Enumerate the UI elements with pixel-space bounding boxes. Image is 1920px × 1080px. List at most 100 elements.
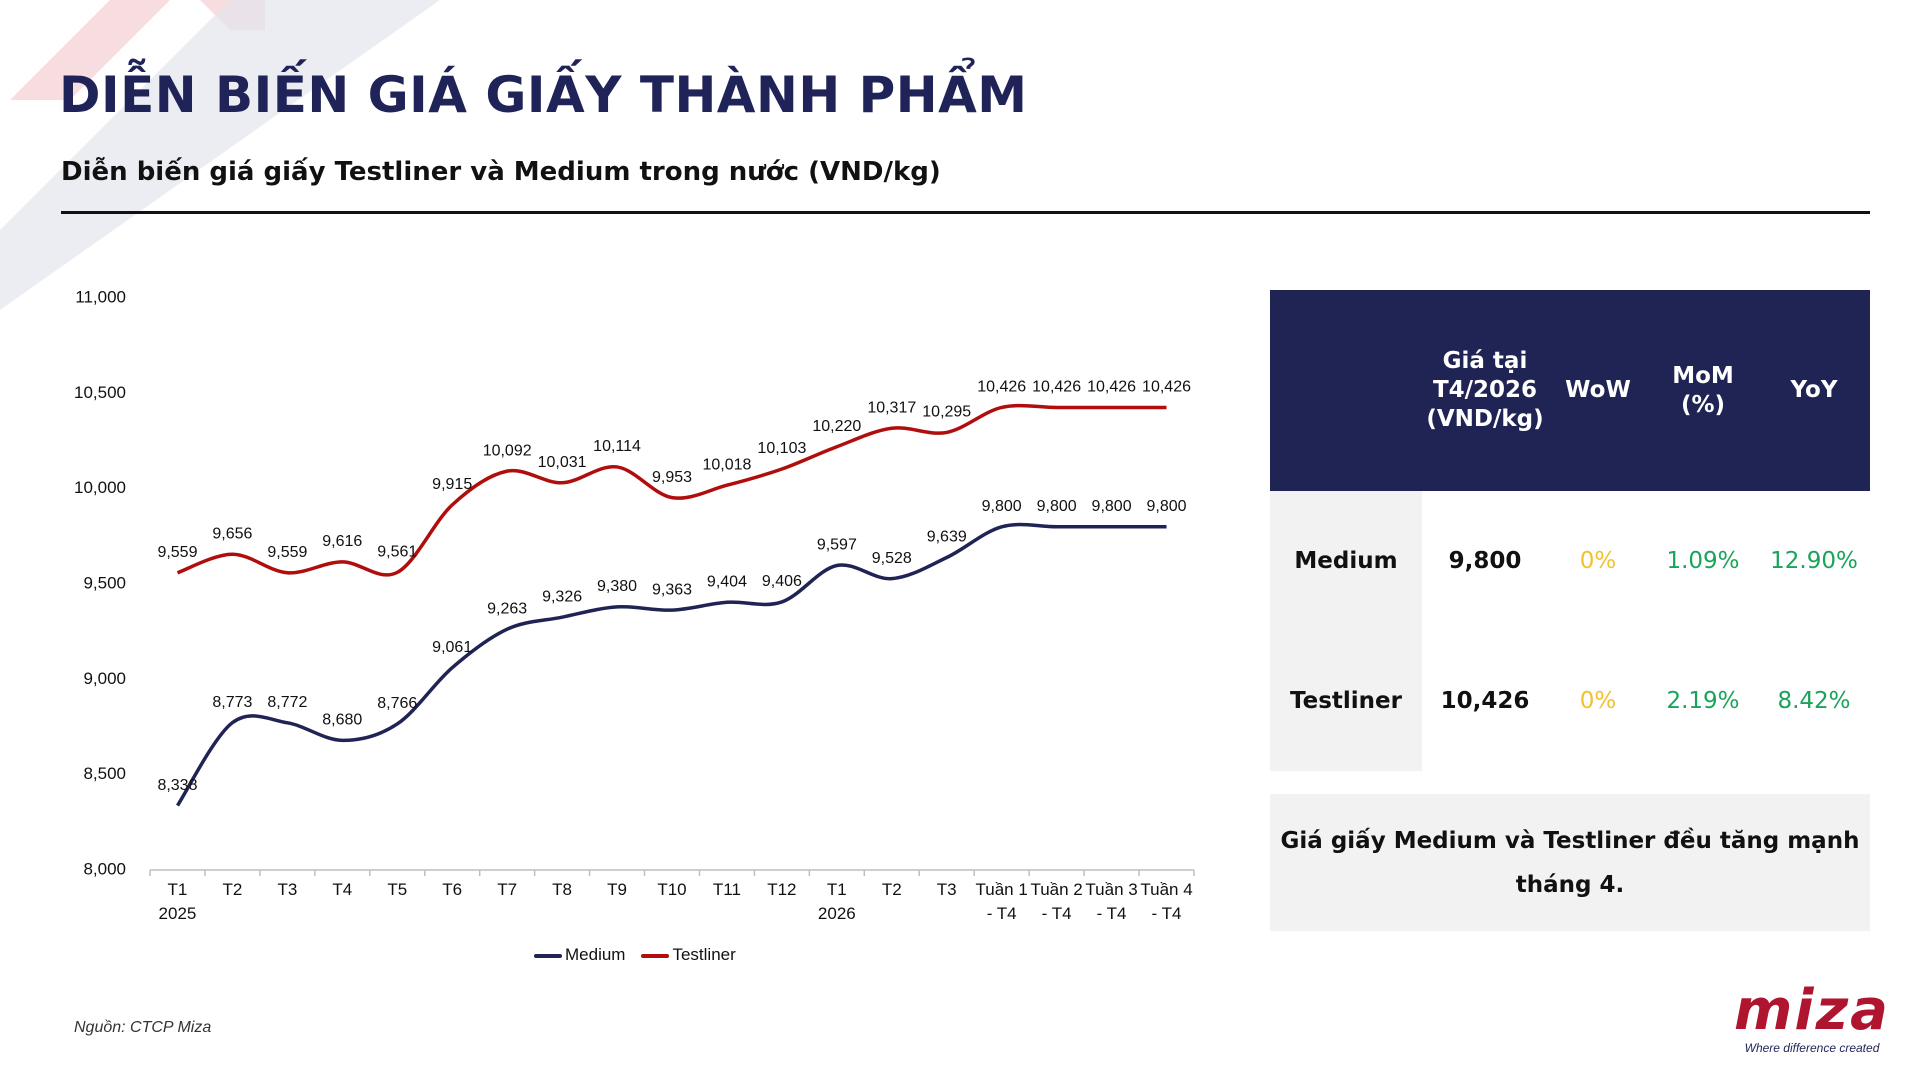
x-tick-label: T9: [607, 880, 627, 899]
header-cell: [1270, 290, 1422, 491]
table-cell: 2.19%: [1666, 688, 1740, 714]
data-label: 10,018: [702, 456, 751, 473]
data-label: 9,639: [927, 529, 967, 546]
data-label: 9,559: [157, 544, 197, 561]
x-tick-label: T1 2025: [158, 880, 197, 923]
note: Giá giấy Medium và Testliner đều tăng mạ…: [1270, 794, 1870, 931]
x-tick-label: T8: [552, 880, 573, 899]
legend-label: Testliner: [672, 945, 736, 964]
logo: miza: [1734, 978, 1890, 1043]
x-tick-label: Tuần 1 - T4: [975, 880, 1028, 923]
row-label: Medium: [1270, 491, 1422, 631]
legend-swatch: [534, 954, 562, 958]
data-label: 9,363: [652, 581, 692, 598]
data-label: 10,426: [1032, 379, 1081, 396]
table-cell: 1.09%: [1666, 548, 1740, 574]
data-label: 8,772: [267, 694, 307, 711]
x-tick-label: T3: [936, 880, 957, 899]
data-label: 9,404: [707, 574, 747, 591]
chart: 8,000 8,500 9,000 9,500 10,000 10,500 11,000 8,…: [74, 287, 1195, 878]
table-row: Medium 9,800 0% 1.09% 12.90%: [1270, 491, 1870, 631]
data-label: 9,915: [432, 476, 472, 493]
y-tick-label: 8,000: [83, 859, 126, 878]
table-header: Giá tại T4/2026 (VND/kg) WoW MoM (%) YoY: [1270, 290, 1870, 491]
data-label: 9,561: [377, 544, 417, 561]
data-label: 9,380: [597, 578, 637, 595]
data-label: 9,326: [542, 588, 582, 605]
data-label: 10,317: [867, 399, 916, 416]
x-tick-label: T11: [712, 880, 741, 899]
data-label: 9,616: [322, 533, 362, 550]
y-tick-label: 9,500: [83, 573, 126, 592]
data-label: 10,220: [812, 418, 861, 435]
y-tick-label: 9,000: [83, 669, 126, 688]
table-cell: 0%: [1579, 688, 1617, 714]
data-label: 9,559: [267, 544, 307, 561]
x-tick-label: Tuần 2 - T4: [1030, 880, 1083, 923]
data-label: 9,528: [872, 550, 912, 567]
header-cell: WoW: [1548, 290, 1648, 491]
page-title: DIỄN BIẾN GIÁ GIẤY THÀNH PHẨM: [59, 66, 1028, 124]
divider: [61, 211, 1870, 214]
data-label: 10,426: [1142, 379, 1191, 396]
page-subtitle: Diễn biến giá giấy Testliner và Medium t…: [61, 157, 941, 187]
x-tick-label: T2: [222, 880, 243, 899]
x-tick-label: T3: [277, 880, 298, 899]
table-body: Medium 9,800 0% 1.09% 12.90% Testliner 10,426 0…: [1270, 491, 1870, 771]
summary-table: Giá tại T4/2026 (VND/kg) WoW MoM (%) YoY Me…: [1270, 290, 1870, 771]
data-label: 8,773: [212, 694, 252, 711]
source: Nguồn: CTCP Miza: [74, 1019, 212, 1036]
table-cell: 12.90%: [1770, 548, 1858, 574]
data-label: 9,263: [487, 600, 527, 617]
data-label: 9,800: [1092, 498, 1132, 515]
decoration: [0, 0, 440, 310]
legend-swatch: [641, 954, 670, 958]
data-label: 9,406: [762, 573, 802, 590]
header-cell: Giá tại T4/2026 (VND/kg): [1422, 290, 1548, 491]
x-tick-label: T4: [332, 880, 353, 899]
table-cell: 8.42%: [1777, 688, 1851, 714]
data-label: 10,295: [922, 404, 971, 421]
header-cell: YoY: [1758, 290, 1870, 491]
data-label: 10,031: [538, 454, 587, 471]
data-label: 10,092: [483, 442, 532, 459]
legend-label: Medium: [565, 945, 626, 964]
data-label: 9,656: [212, 525, 252, 542]
x-tick-label: T2: [881, 880, 902, 899]
data-label: 8,338: [157, 777, 197, 794]
table-cell: 9,800: [1448, 548, 1522, 574]
table-cell: 0%: [1579, 548, 1617, 574]
x-tick-label: T5: [387, 880, 408, 899]
data-label: 8,766: [377, 695, 417, 712]
x-tick-label: T1 2026: [817, 880, 856, 923]
x-tick-label: Tuần 4 - T4: [1140, 880, 1193, 923]
header-cell: MoM (%): [1648, 290, 1758, 491]
table-cell: 10,426: [1440, 688, 1530, 714]
data-label: 10,426: [1087, 379, 1136, 396]
data-label: 9,953: [652, 469, 692, 486]
tagline: Where difference created: [1744, 1041, 1880, 1055]
line-series: [176, 403, 1167, 577]
data-label: 9,800: [1037, 498, 1077, 515]
x-tick-label: T10: [657, 880, 687, 899]
data-label: 9,061: [432, 639, 472, 656]
line-series: [176, 522, 1167, 807]
data-label: 9,800: [1147, 498, 1187, 515]
y-tick-label: 10,000: [74, 478, 126, 497]
data-label: 10,114: [593, 438, 641, 455]
data-label: 10,103: [757, 440, 806, 457]
data-label: 10,426: [977, 379, 1026, 396]
y-tick-label: 10,500: [74, 383, 126, 402]
y-tick-label: 8,500: [83, 764, 126, 783]
x-tick-label: T6: [442, 880, 463, 899]
x-tick-label: Tuần 3 - T4: [1085, 880, 1138, 923]
row-label: Testliner: [1270, 631, 1422, 771]
table-row: Testliner 10,426 0% 2.19% 8.42%: [1270, 631, 1870, 771]
x-tick-label: T7: [497, 880, 518, 899]
y-tick-label: 11,000: [75, 287, 126, 306]
data-label: 8,680: [322, 712, 362, 729]
x-tick-label: T12: [767, 880, 797, 899]
data-label: 9,597: [817, 537, 857, 554]
data-label: 9,800: [982, 498, 1022, 515]
